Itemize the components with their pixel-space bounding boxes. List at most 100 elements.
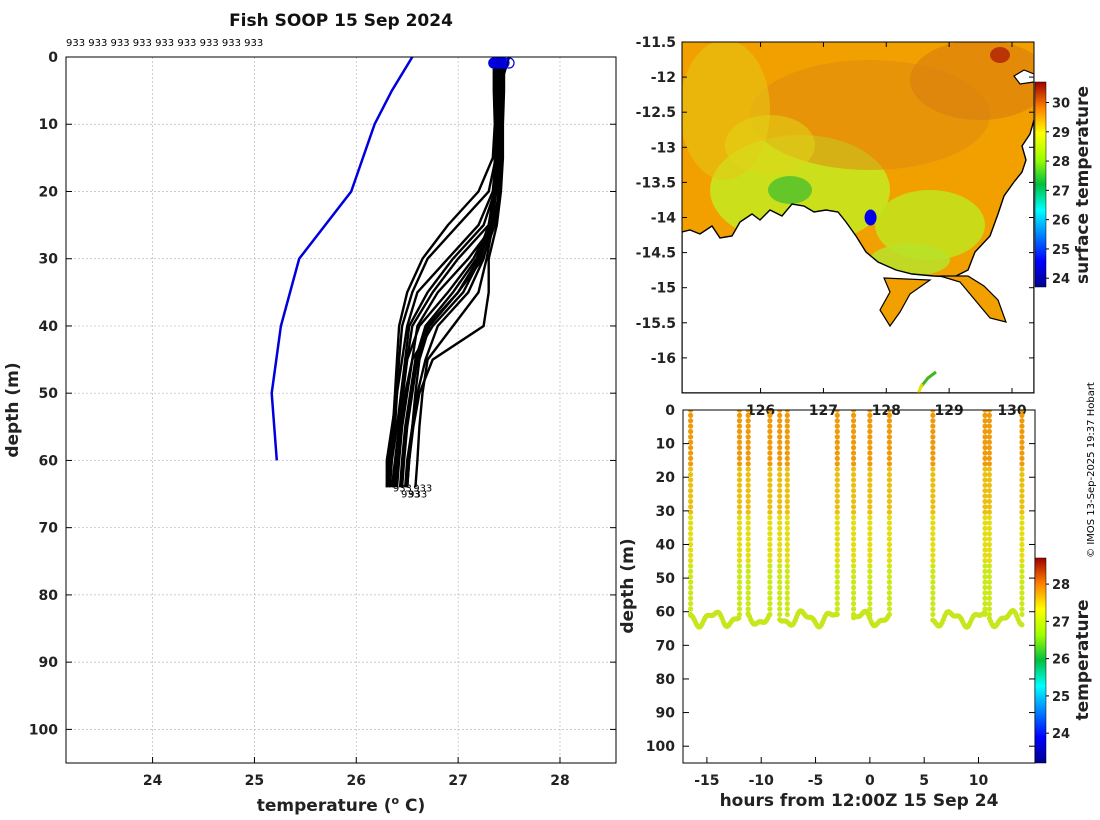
section-colorbar-tick-label: 27 <box>1052 615 1070 630</box>
cast-point <box>767 450 773 456</box>
cast-point <box>745 445 751 451</box>
cast-point <box>736 482 743 488</box>
cast-point <box>777 606 783 612</box>
cast-point <box>850 568 857 574</box>
surface-circle <box>490 57 502 69</box>
cast-point <box>736 428 743 435</box>
cast-point <box>1019 410 1025 413</box>
cast-point <box>867 439 873 445</box>
cast-point <box>767 488 773 494</box>
cast-point <box>930 493 936 499</box>
surface-circle <box>496 57 508 69</box>
land-mask <box>682 119 1034 393</box>
cast-point <box>1019 488 1025 494</box>
map-colorbar <box>1034 81 1047 288</box>
cast-point <box>767 412 773 418</box>
cast-point <box>745 584 751 591</box>
cast-point <box>688 439 694 445</box>
cast-point <box>850 445 857 451</box>
cast-point <box>777 461 783 467</box>
cast-point <box>867 418 873 424</box>
cast-point <box>982 595 988 601</box>
cast-point <box>777 482 783 488</box>
cast-point <box>982 412 988 418</box>
cast-point <box>886 450 893 456</box>
cast-point <box>834 418 840 424</box>
cast-point <box>982 423 988 429</box>
cast-point <box>867 558 873 564</box>
cast-point <box>886 568 893 574</box>
cast-point <box>1019 595 1025 601</box>
cast-point <box>767 590 773 596</box>
map-field <box>682 42 1034 393</box>
cast-point <box>767 428 773 435</box>
cast-point <box>784 493 790 499</box>
cast-point <box>767 525 773 531</box>
map-ytick-label: -11.5 <box>636 35 676 51</box>
cast-point <box>867 428 873 435</box>
profile-line <box>385 57 497 488</box>
cast-point <box>777 423 783 429</box>
cast-point <box>777 445 783 451</box>
profile-xtick-label: 27 <box>448 773 467 789</box>
cast-point <box>745 461 751 467</box>
cast-point <box>767 477 773 483</box>
cast-point <box>930 450 936 456</box>
cast-point <box>834 563 840 569</box>
cast-point <box>834 541 840 548</box>
cast-point <box>867 514 873 521</box>
cast-point <box>986 412 992 418</box>
cast-point <box>745 536 751 542</box>
cast-point <box>1019 514 1025 521</box>
cast-point <box>745 558 751 564</box>
cast-point <box>777 514 783 521</box>
cast-point <box>834 477 840 483</box>
cast-point <box>886 525 893 531</box>
cast-point <box>867 498 873 505</box>
cast-point <box>867 504 873 510</box>
cast-point <box>834 590 840 596</box>
cast-point <box>850 514 857 521</box>
cast-point <box>982 445 988 451</box>
cast-point <box>767 563 773 569</box>
cast-point <box>736 498 743 505</box>
cast-point <box>982 579 988 585</box>
cast-point <box>1019 541 1025 548</box>
map-colorbar-tick-label: 30 <box>1052 97 1070 112</box>
cast-point <box>777 568 783 574</box>
cast-point <box>736 579 743 585</box>
cast-point <box>834 520 840 526</box>
cast-point <box>930 536 936 542</box>
cast-point <box>777 498 783 505</box>
cast-point <box>886 471 893 478</box>
cast-point <box>867 482 873 488</box>
cast-point <box>767 514 773 521</box>
cast-point <box>784 595 790 601</box>
profile-ytick-label: 0 <box>48 50 58 66</box>
cast-point <box>850 423 857 429</box>
profile-plot: Fish SOOP 15 Sep 2024 24 25 26 27 28 0 10 20 30 4… <box>3 11 617 816</box>
cast-point <box>736 509 743 515</box>
cast-point <box>1019 412 1025 418</box>
cast-point <box>886 455 893 462</box>
cast-point <box>1019 455 1025 462</box>
cast-point <box>1019 428 1025 435</box>
cast-point <box>930 418 936 424</box>
cast-point <box>850 584 857 591</box>
cast-point <box>784 450 790 456</box>
cast-point <box>930 611 936 618</box>
cast-point <box>736 541 743 548</box>
cast-point <box>850 439 857 445</box>
cast-point <box>688 574 694 580</box>
section-ytick-label: 10 <box>656 437 676 453</box>
cast-point <box>745 552 751 558</box>
cast-point <box>986 488 992 494</box>
cast-point <box>986 541 992 548</box>
cast-point <box>850 558 857 564</box>
cast-point <box>745 488 751 494</box>
cast-point <box>767 574 773 580</box>
map-ytick-label: -13 <box>651 140 676 156</box>
cast-point <box>867 509 873 515</box>
cast-point <box>930 584 936 591</box>
cast-point <box>736 450 743 456</box>
